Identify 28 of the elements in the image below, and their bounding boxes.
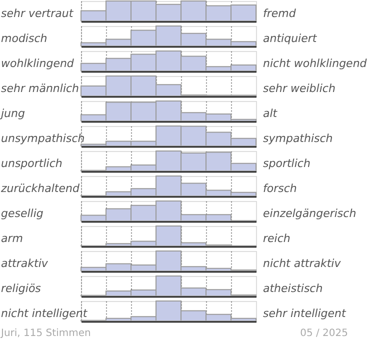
text: 05 / 2025 (300, 328, 348, 339)
y2-axis-title: einzelgängerisch (263, 207, 356, 220)
y-axis-title: attraktiv (1, 257, 48, 270)
y-axis-title: arm (1, 232, 23, 245)
y2-axis-title: nicht attraktiv (263, 257, 342, 270)
y2-axis-title: alt (263, 107, 278, 120)
y2-axis-title: forsch (263, 182, 297, 195)
y2-axis-title: sportlich (263, 157, 310, 170)
y-axis-title: modisch (1, 32, 48, 45)
y-axis-title: unsportlich (1, 157, 62, 170)
y2-axis-title: reich (263, 232, 290, 245)
y-axis-title: wohlklingend (1, 57, 75, 70)
y-axis-title: sehr männlich (1, 82, 80, 95)
y2-axis-title: atheistisch (263, 282, 323, 295)
y-axis-title: nicht intelligent (1, 307, 88, 320)
y-axis-title: jung (0, 107, 25, 120)
y-axis-title: zurückhaltend (0, 182, 80, 195)
y2-axis-title: sympathisch (263, 132, 333, 145)
y-axis-title: religiös (1, 282, 42, 295)
y2-axis-title: nicht wohlklingend (263, 57, 368, 70)
y2-axis-title: sehr intelligent (263, 307, 346, 320)
y-axis-title: gesellig (1, 207, 44, 220)
y-axis-title: unsympathisch (1, 132, 85, 145)
y2-axis-title: fremd (263, 7, 297, 20)
y-axis-title: sehr vertraut (1, 7, 74, 20)
y2-axis-title: antiquiert (263, 32, 318, 45)
text: Juri, 115 Stimmen (0, 328, 91, 339)
y2-axis-title: sehr weiblich (263, 82, 336, 95)
